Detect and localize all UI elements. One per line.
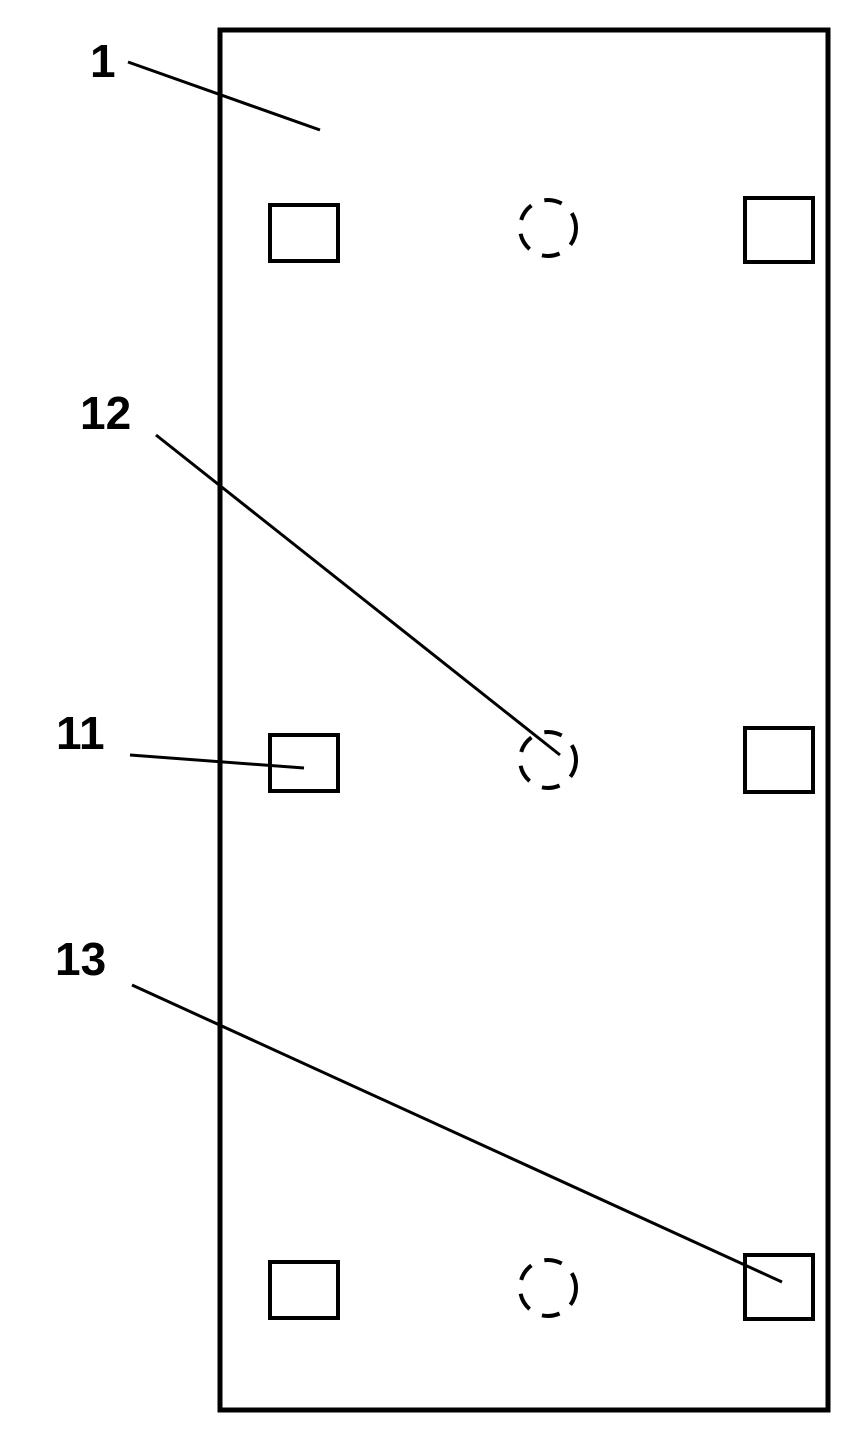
diagram-svg — [0, 0, 857, 1437]
callout-label-13: 13 — [55, 932, 106, 986]
leader-line-2 — [130, 755, 304, 768]
leader-lines-group — [128, 62, 782, 1282]
leader-line-0 — [128, 62, 320, 130]
small-rect-2 — [270, 735, 338, 791]
small-rect-0 — [270, 205, 338, 261]
callout-label-12: 12 — [80, 386, 131, 440]
dashed-circle-2 — [520, 1260, 576, 1316]
dashed-circle-1 — [520, 732, 576, 788]
leader-line-3 — [132, 985, 782, 1282]
callout-label-1: 1 — [90, 34, 116, 88]
dashed-circles-group — [520, 200, 576, 1316]
small-rect-4 — [270, 1262, 338, 1318]
small-rectangles-group — [270, 198, 813, 1319]
dashed-circle-0 — [520, 200, 576, 256]
leader-line-1 — [156, 435, 560, 755]
small-rect-3 — [745, 728, 813, 792]
diagram-container: 1 12 11 13 — [0, 0, 857, 1437]
main-panel-rect — [220, 30, 828, 1410]
small-rect-5 — [745, 1255, 813, 1319]
callout-label-11: 11 — [56, 706, 105, 760]
small-rect-1 — [745, 198, 813, 262]
